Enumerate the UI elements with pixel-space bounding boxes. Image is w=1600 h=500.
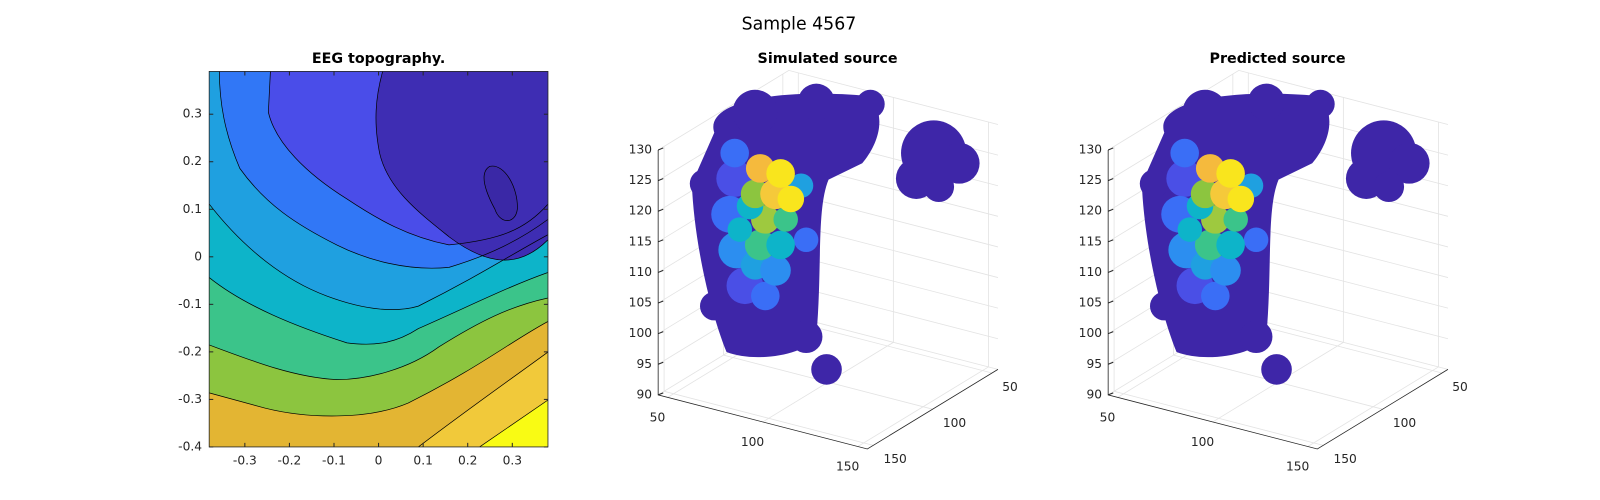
source-blob	[1139, 83, 1430, 385]
z-tick	[657, 178, 664, 182]
grid-line	[663, 146, 874, 446]
y-tick-label: 0	[194, 249, 202, 263]
z-tick-label: 90	[1086, 387, 1102, 401]
z-tick	[1107, 239, 1114, 243]
z-tick	[1107, 208, 1114, 212]
z-tick-label: 110	[629, 265, 652, 279]
x-tick-label: -0.3	[233, 454, 257, 468]
y-tick-label: 50	[1002, 380, 1018, 394]
y-tick-label: 50	[1452, 380, 1468, 394]
z-tick-label: 95	[636, 357, 652, 371]
grid-line	[762, 97, 894, 423]
z-tick-label: 130	[629, 143, 652, 157]
y-tick-label: 0.1	[183, 202, 202, 216]
z-tick-label: 120	[629, 204, 652, 218]
z-tick	[1107, 269, 1114, 273]
subplot-title: Predicted source	[1210, 51, 1346, 67]
y-tick-label: -0.2	[178, 344, 202, 358]
x-tick-label: 50	[1100, 410, 1116, 424]
y-tick-label: 150	[1333, 452, 1356, 466]
z-tick	[1107, 178, 1114, 182]
x-tick-label: 0.3	[503, 454, 522, 468]
axis-line	[657, 150, 999, 450]
y-tick-label: 0.2	[183, 154, 202, 168]
z-tick-label: 100	[629, 326, 652, 340]
grid-line	[857, 122, 989, 447]
z-tick	[657, 300, 664, 304]
y-tick-label: -0.4	[178, 439, 202, 453]
x-tick-label: 150	[836, 459, 859, 473]
y-tick-label: 100	[1393, 416, 1416, 430]
z-tick	[657, 269, 664, 273]
y-tick-label: -0.3	[178, 392, 202, 406]
y-tick-label: 150	[883, 452, 906, 466]
x-tick-label: -0.1	[322, 454, 346, 468]
z-tick-label: 90	[636, 387, 652, 401]
x-tick-label: 150	[1286, 459, 1309, 473]
grid-line	[1212, 97, 1344, 423]
grid-line	[1107, 69, 1449, 151]
grid-line	[1307, 122, 1439, 447]
y-tick-label: 0.3	[183, 107, 202, 121]
x-tick-label: 100	[741, 435, 764, 449]
z-tick	[657, 239, 664, 243]
z-tick	[1107, 331, 1114, 335]
z-tick-label: 105	[1079, 296, 1102, 310]
axis-line	[1107, 150, 1449, 450]
x-tick-label: 0.1	[413, 454, 432, 468]
z-tick-label: 95	[1086, 357, 1102, 371]
z-tick	[657, 331, 664, 335]
grid-line	[1113, 146, 1324, 446]
z-tick-label: 125	[629, 173, 652, 187]
y-tick-label: 100	[943, 416, 966, 430]
z-tick-label: 110	[1079, 265, 1102, 279]
contour-fill	[209, 71, 548, 447]
x-tick-label: 50	[650, 410, 666, 424]
z-tick-label: 115	[629, 234, 652, 248]
z-tick	[1107, 147, 1114, 151]
y-tick-label: -0.1	[178, 297, 202, 311]
z-tick	[657, 392, 664, 396]
x-tick-label: -0.2	[277, 454, 301, 468]
z-tick-label: 120	[1079, 204, 1102, 218]
z-tick-label: 115	[1079, 234, 1102, 248]
source-blob	[689, 83, 980, 385]
z-tick	[657, 208, 664, 212]
z-tick	[657, 147, 664, 151]
z-tick	[1107, 300, 1114, 304]
figure-title: Sample 4567	[742, 14, 857, 34]
z-tick-label: 100	[1079, 326, 1102, 340]
z-tick-label: 105	[629, 296, 652, 310]
x-tick-label: 100	[1191, 435, 1214, 449]
z-tick	[1107, 392, 1114, 396]
subplot-title: Simulated source	[758, 51, 898, 67]
z-tick	[657, 361, 664, 365]
z-tick-label: 125	[1079, 173, 1102, 187]
z-tick-label: 130	[1079, 143, 1102, 157]
x-tick-label: 0	[375, 454, 383, 468]
grid-line	[657, 69, 999, 151]
subplot-title: EEG topography.	[312, 51, 445, 67]
z-tick	[1107, 361, 1114, 365]
x-tick-label: 0.2	[458, 454, 477, 468]
